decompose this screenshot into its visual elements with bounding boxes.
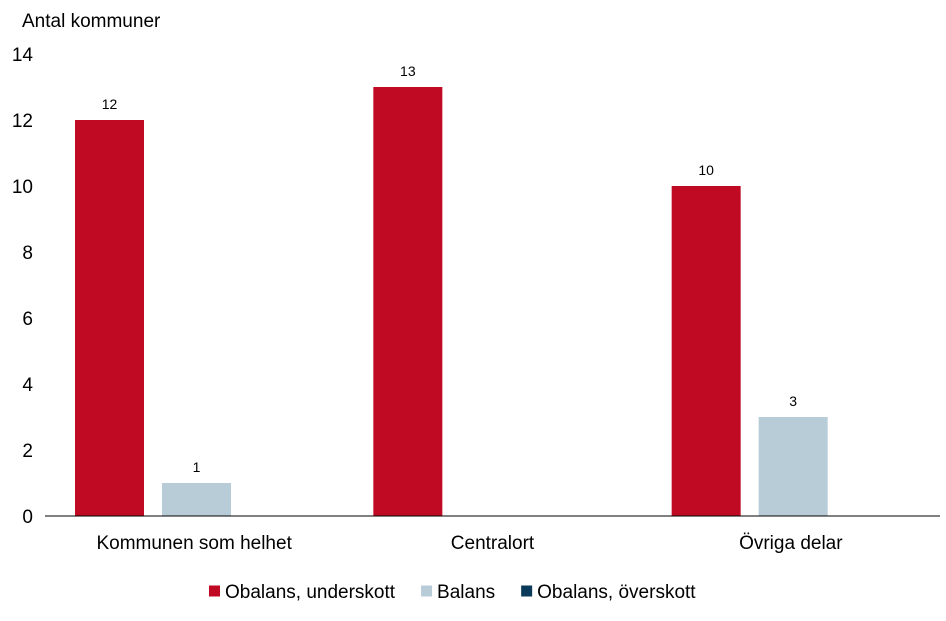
- data-label: 13: [400, 63, 416, 79]
- y-tick-label: 12: [12, 111, 33, 132]
- y-tick-label: 4: [22, 375, 33, 396]
- legend-swatch: [521, 585, 533, 597]
- y-axis-ticks: 0 2 4 6 8 10 12 14: [12, 45, 34, 528]
- x-tick-label: Övriga delar: [739, 533, 843, 554]
- data-label: 1: [193, 459, 201, 475]
- y-tick-label: 2: [22, 441, 33, 462]
- y-tick-label: 10: [12, 177, 33, 198]
- legend: Obalans, underskott Balans Obalans, översk…: [209, 582, 696, 603]
- y-axis-label: Antal kommuner: [22, 11, 161, 32]
- y-tick-label: 8: [22, 243, 33, 264]
- y-tick-label: 14: [12, 45, 34, 66]
- y-tick-label: 6: [22, 309, 33, 330]
- bar-1-3: [671, 186, 741, 516]
- data-label: 10: [698, 162, 714, 178]
- data-label: 12: [102, 96, 118, 112]
- legend-swatch: [421, 585, 433, 597]
- bar-2-1: [162, 483, 231, 516]
- legend-label: Balans: [437, 582, 495, 603]
- x-tick-label: Kommunen som helhet: [96, 533, 292, 554]
- legend-label: Obalans, underskott: [225, 582, 396, 603]
- bar-2-3: [758, 417, 828, 516]
- bars: [75, 87, 828, 516]
- legend-label: Obalans, överskott: [537, 582, 696, 603]
- bar-1-2: [373, 87, 443, 516]
- bar-1-1: [75, 120, 144, 516]
- y-tick-label: 0: [22, 507, 33, 528]
- data-labels: 12 1 13 10 3: [102, 63, 798, 475]
- x-tick-label: Centralort: [451, 533, 535, 554]
- data-label: 3: [789, 393, 797, 409]
- x-axis-ticks: Kommunen som helhet Centralort Övriga dela…: [96, 533, 843, 554]
- legend-swatch: [209, 585, 220, 597]
